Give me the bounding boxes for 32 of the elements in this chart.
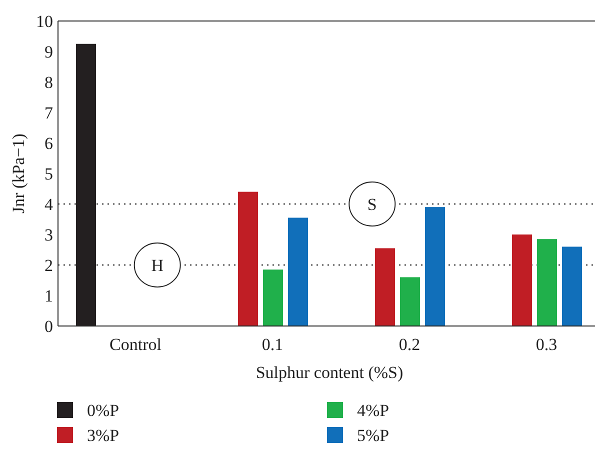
ref-line-label: S <box>367 195 377 214</box>
y-tick-label: 3 <box>44 226 53 244</box>
x-tick-label: 0.2 <box>398 335 420 354</box>
legend-label: 0%P <box>87 401 120 420</box>
y-tick-label: 5 <box>44 164 53 184</box>
legend-label: 4%P <box>357 401 390 420</box>
bar <box>425 207 445 326</box>
y-axis-title: Jnr (kPa−1) <box>9 134 28 214</box>
x-axis-title: Sulphur content (%S) <box>256 363 404 382</box>
y-tick-label: 10 <box>36 12 53 31</box>
y-tick-label: 0 <box>44 317 53 336</box>
bar <box>562 246 582 326</box>
y-tick-label: 4 <box>44 195 54 214</box>
y-tick-label: 9 <box>44 42 53 62</box>
bar <box>400 277 420 326</box>
bar <box>263 270 283 326</box>
ref-line-label: H <box>151 256 164 275</box>
legend-label: 5%P <box>357 426 390 445</box>
bar <box>238 192 258 326</box>
x-tick-label: Control <box>110 335 162 354</box>
y-tick-label: 7 <box>44 104 54 122</box>
y-tick-label: 8 <box>44 73 53 92</box>
bar <box>375 248 395 326</box>
bar <box>537 239 557 326</box>
legend-label: 3%P <box>87 426 120 445</box>
x-tick-label: 0.1 <box>262 335 284 354</box>
y-tick-label: 6 <box>44 134 53 153</box>
bar <box>512 234 532 326</box>
bar <box>288 218 308 326</box>
y-tick-label: 2 <box>44 256 53 275</box>
y-tick-label: 1 <box>44 286 53 306</box>
x-tick-label: 0.3 <box>536 335 558 354</box>
